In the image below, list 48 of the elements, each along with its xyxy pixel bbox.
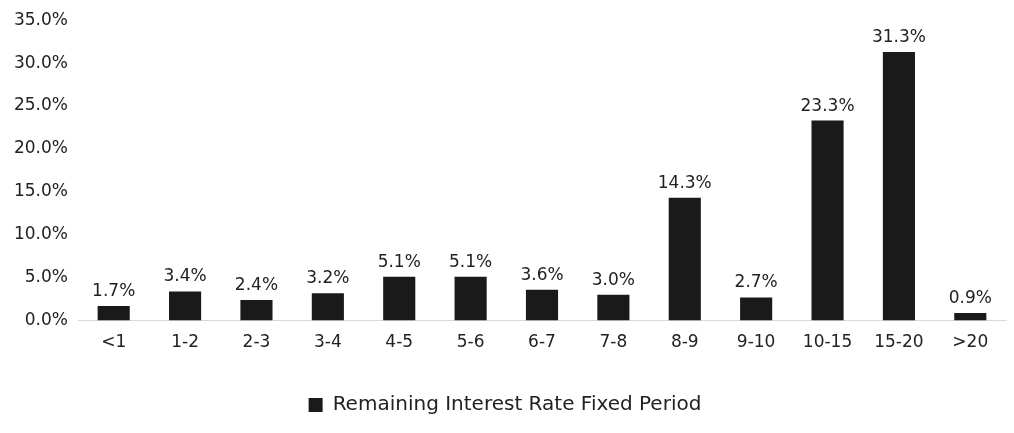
x-tick-label: 3-4 — [313, 331, 342, 352]
y-tick-label: 10.0% — [13, 223, 68, 244]
data-label: 2.7% — [734, 271, 778, 292]
x-tick-label: 8-9 — [670, 331, 699, 352]
data-label: 3.2% — [306, 267, 350, 288]
x-tick-label: >20 — [952, 331, 989, 352]
bar — [668, 197, 701, 321]
bar — [454, 276, 487, 321]
x-tick-label: 9-10 — [736, 331, 776, 352]
data-label: 5.1% — [377, 250, 421, 271]
bar — [597, 294, 630, 321]
x-tick-label: 15-20 — [874, 331, 924, 352]
x-tick-label: <1 — [101, 331, 127, 352]
bar — [740, 297, 773, 321]
bar — [97, 306, 130, 321]
bar — [240, 300, 273, 321]
y-tick-label: 0.0% — [24, 309, 68, 330]
data-label: 23.3% — [800, 94, 855, 115]
data-label: 0.9% — [948, 286, 992, 307]
legend-label: Remaining Interest Rate Fixed Period — [332, 391, 702, 416]
y-tick-label: 5.0% — [24, 266, 68, 287]
y-tick-label: 35.0% — [13, 8, 68, 29]
data-label: 31.3% — [871, 25, 926, 46]
x-tick-label: 1-2 — [171, 331, 199, 352]
data-label: 5.1% — [449, 250, 493, 271]
bar — [383, 276, 416, 321]
data-label: 3.4% — [163, 265, 207, 286]
bar — [169, 291, 202, 321]
bar — [525, 289, 559, 321]
data-label: 2.4% — [234, 273, 279, 294]
data-label: 3.6% — [520, 263, 564, 284]
y-tick-label: 20.0% — [13, 137, 68, 158]
x-tick-label: 6-7 — [528, 331, 556, 352]
bar — [811, 120, 844, 321]
x-tick-label: 4-5 — [385, 331, 414, 352]
data-label: 14.3% — [657, 171, 712, 192]
data-label: 1.7% — [92, 279, 136, 300]
x-tick-label: 10-15 — [802, 331, 853, 352]
x-tick-label: 7-8 — [599, 331, 628, 352]
y-tick-label: 15.0% — [13, 180, 68, 201]
x-tick-label: 5-6 — [456, 331, 485, 352]
bar — [311, 293, 344, 321]
y-tick-label: 25.0% — [13, 94, 68, 115]
y-tick-label: 30.0% — [13, 51, 68, 72]
bar — [882, 51, 915, 321]
x-tick-label: 2-3 — [242, 331, 271, 352]
data-label: 3.0% — [591, 268, 635, 289]
bar — [954, 312, 987, 321]
